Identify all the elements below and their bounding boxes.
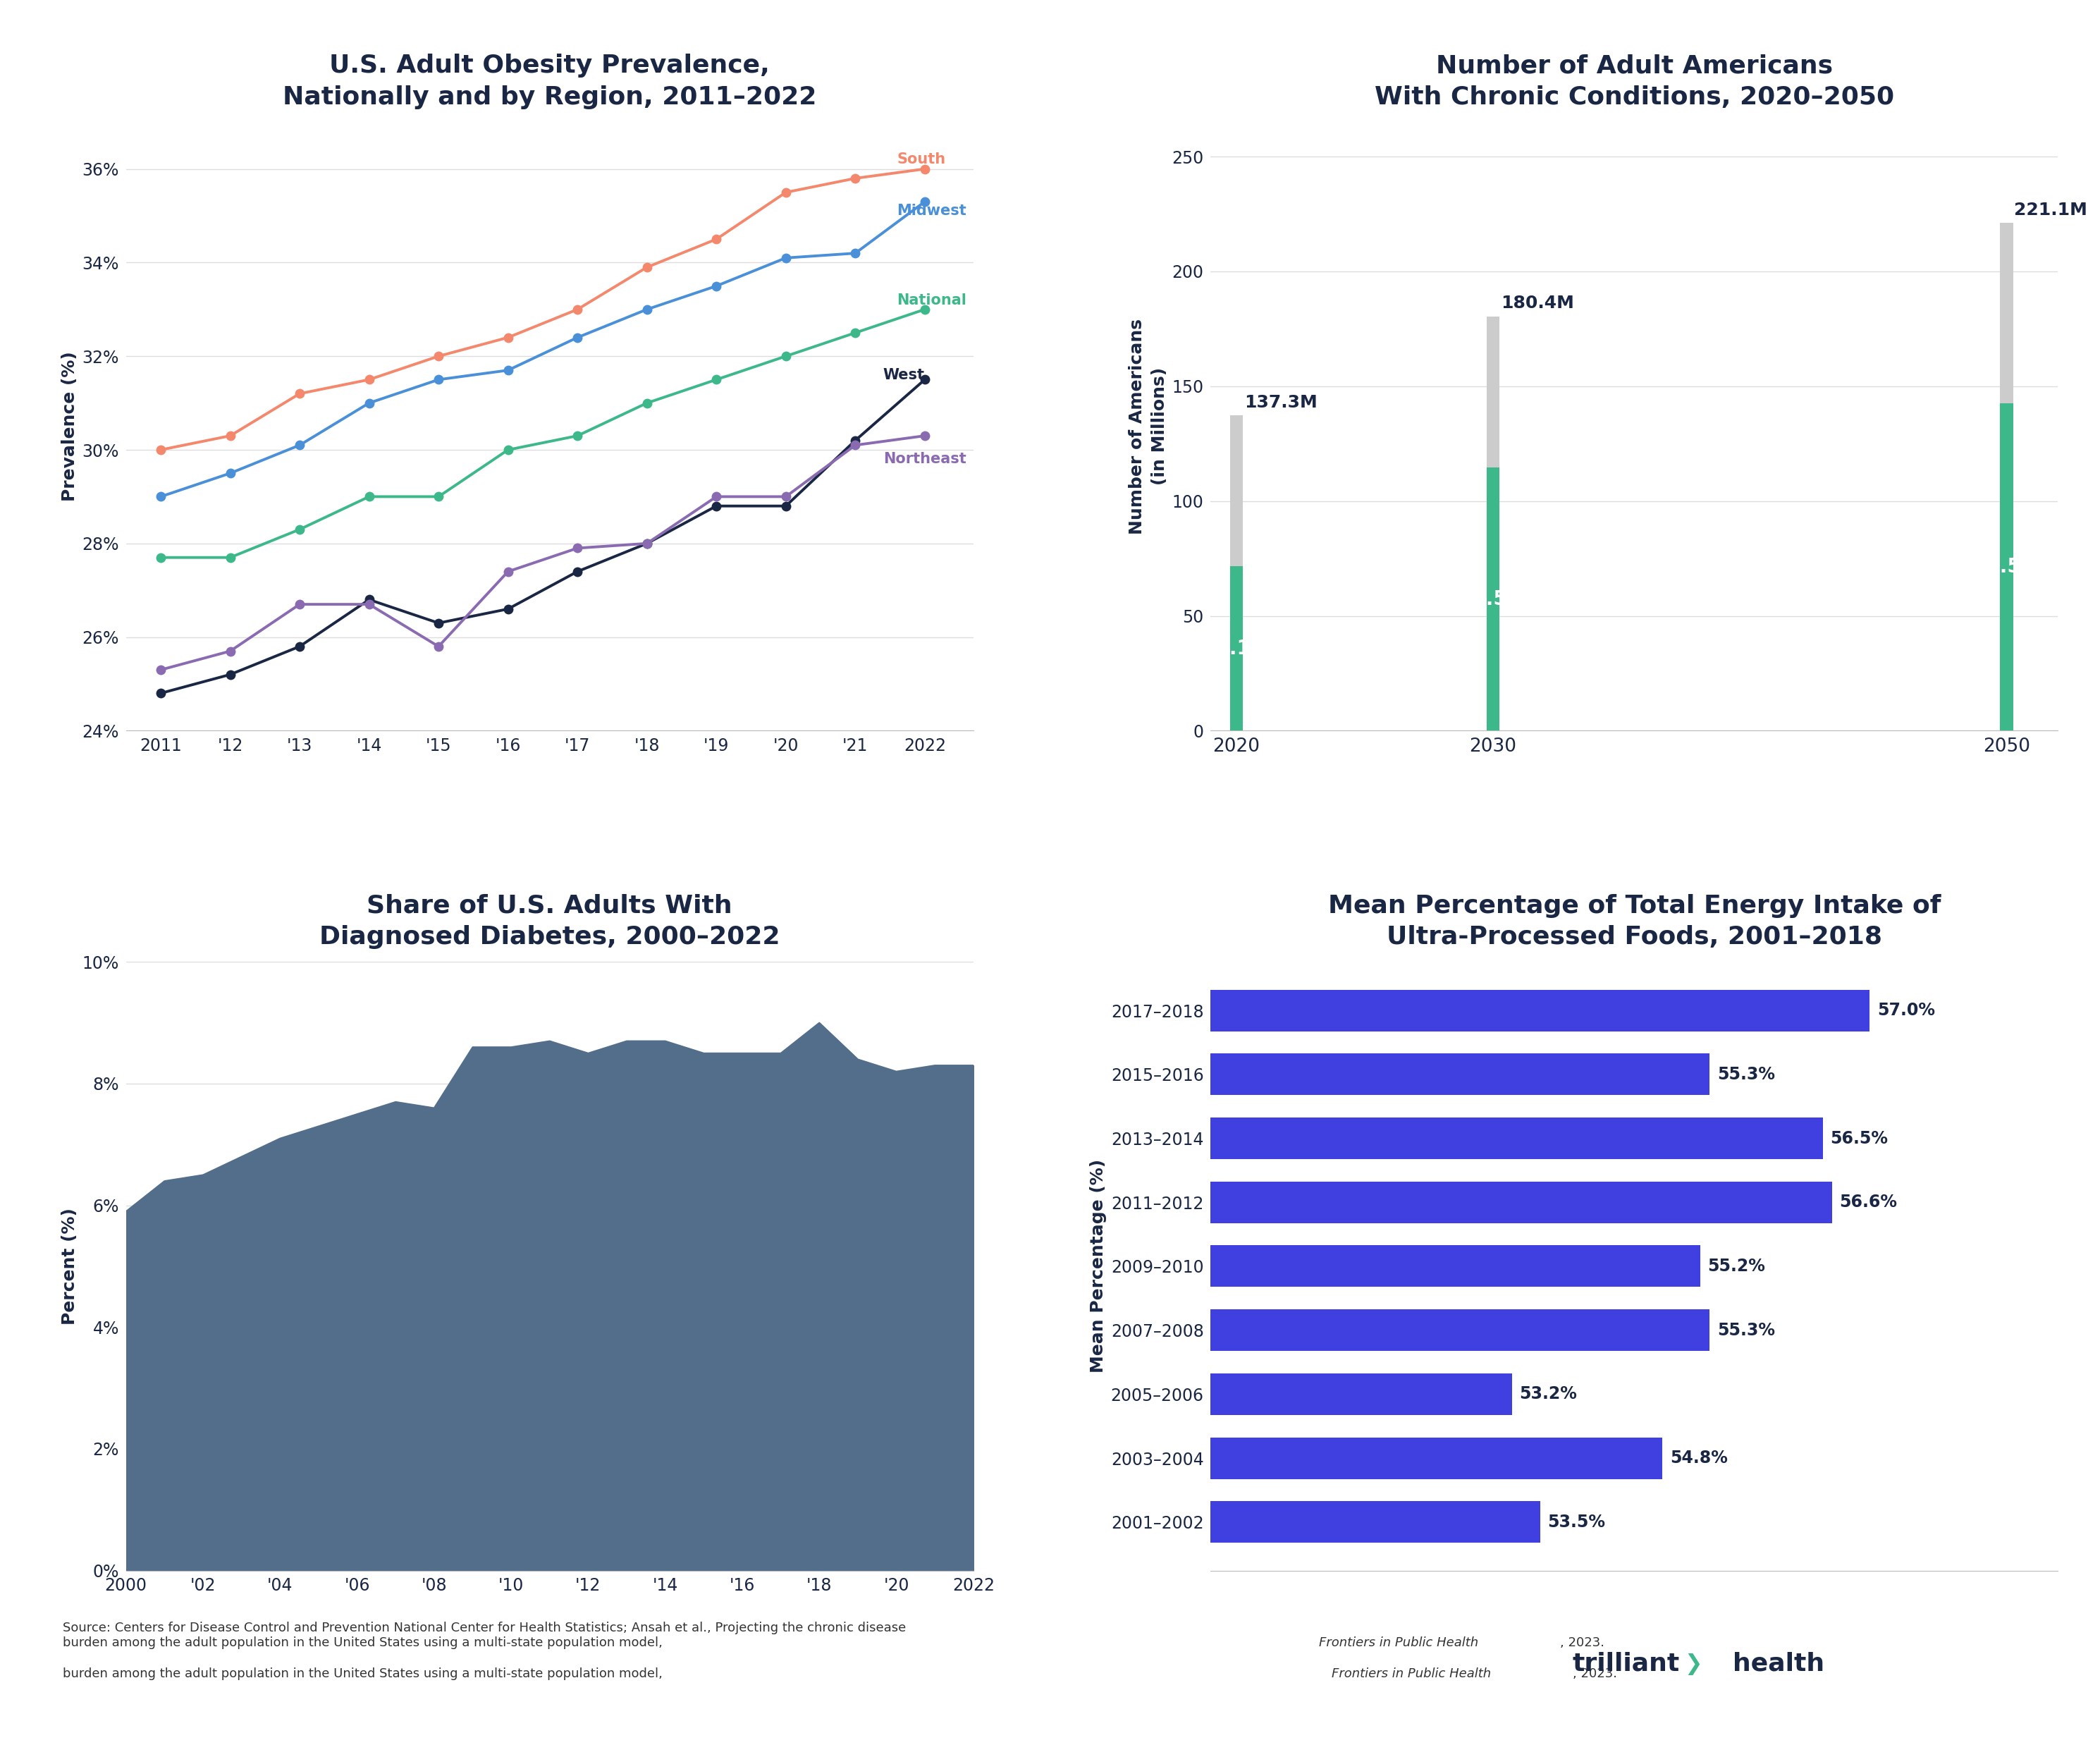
- Text: South: South: [897, 152, 945, 168]
- Y-axis label: Number of Americans
(in Millions): Number of Americans (in Millions): [1130, 319, 1168, 534]
- Y-axis label: Prevalence (%): Prevalence (%): [61, 351, 78, 501]
- Bar: [0, 1438, 1663, 1478]
- Bar: [1999, 223, 2014, 403]
- Text: 54.8%: 54.8%: [1670, 1450, 1728, 1466]
- Text: 56.6%: 56.6%: [1840, 1194, 1898, 1211]
- Text: , 2023.: , 2023.: [1573, 1668, 1617, 1680]
- Bar: [0, 1117, 1823, 1159]
- Text: 53.5%: 53.5%: [1548, 1513, 1607, 1530]
- Title: Number of Adult Americans
With Chronic Conditions, 2020–2050: Number of Adult Americans With Chronic C…: [1376, 54, 1894, 110]
- Text: 180.4M: 180.4M: [1502, 295, 1575, 312]
- Text: 55.3%: 55.3%: [1718, 1321, 1774, 1338]
- Bar: [0, 1054, 1709, 1096]
- Bar: [1487, 468, 1499, 731]
- Title: Share of U.S. Adults With
Diagnosed Diabetes, 2000–2022: Share of U.S. Adults With Diagnosed Diab…: [319, 893, 779, 949]
- Bar: [1231, 567, 1243, 731]
- Text: Midwest: Midwest: [897, 204, 966, 218]
- Bar: [1999, 403, 2014, 731]
- Bar: [0, 989, 1869, 1031]
- Text: 55.3%: 55.3%: [1718, 1066, 1774, 1084]
- Bar: [1487, 316, 1499, 468]
- Y-axis label: Mean Percentage (%): Mean Percentage (%): [1090, 1159, 1107, 1373]
- Bar: [1231, 415, 1243, 567]
- Text: 56.5%: 56.5%: [1831, 1129, 1888, 1146]
- Text: 137.3M: 137.3M: [1243, 394, 1317, 410]
- Text: Frontiers in Public Health: Frontiers in Public Health: [1319, 1637, 1478, 1649]
- Text: trilliant: trilliant: [1573, 1651, 1680, 1675]
- Text: Source: Centers for Disease Control and Prevention National Center for Health St: Source: Centers for Disease Control and …: [63, 1621, 907, 1649]
- Text: burden among the adult population in the United States using a multi-state popul: burden among the adult population in the…: [63, 1668, 668, 1680]
- Text: 55.2%: 55.2%: [1707, 1258, 1766, 1274]
- Text: 52.1%: 52.1%: [1203, 639, 1271, 658]
- Text: ❯: ❯: [1684, 1653, 1703, 1675]
- Text: 57.0%: 57.0%: [1877, 1002, 1934, 1019]
- Title: Mean Percentage of Total Energy Intake of
Ultra-Processed Foods, 2001–2018: Mean Percentage of Total Energy Intake o…: [1327, 893, 1940, 949]
- Text: health: health: [1732, 1651, 1825, 1675]
- Text: National: National: [897, 293, 966, 307]
- Text: 53.2%: 53.2%: [1520, 1386, 1577, 1403]
- Y-axis label: Percent (%): Percent (%): [61, 1208, 78, 1324]
- Text: Northeast: Northeast: [884, 452, 966, 466]
- Text: 221.1M: 221.1M: [2014, 201, 2087, 218]
- Text: West: West: [884, 368, 924, 382]
- Text: , 2023.: , 2023.: [1560, 1637, 1604, 1649]
- Bar: [0, 1373, 1512, 1415]
- Bar: [0, 1309, 1709, 1351]
- Text: 64.5%: 64.5%: [1972, 557, 2041, 578]
- Bar: [0, 1181, 1831, 1223]
- Title: U.S. Adult Obesity Prevalence,
Nationally and by Region, 2011–2022: U.S. Adult Obesity Prevalence, Nationall…: [284, 54, 817, 110]
- Text: Frontiers in Public Health: Frontiers in Public Health: [1331, 1668, 1491, 1680]
- Bar: [0, 1246, 1701, 1288]
- Text: 63.5%: 63.5%: [1460, 590, 1527, 609]
- Bar: [0, 1501, 1539, 1543]
